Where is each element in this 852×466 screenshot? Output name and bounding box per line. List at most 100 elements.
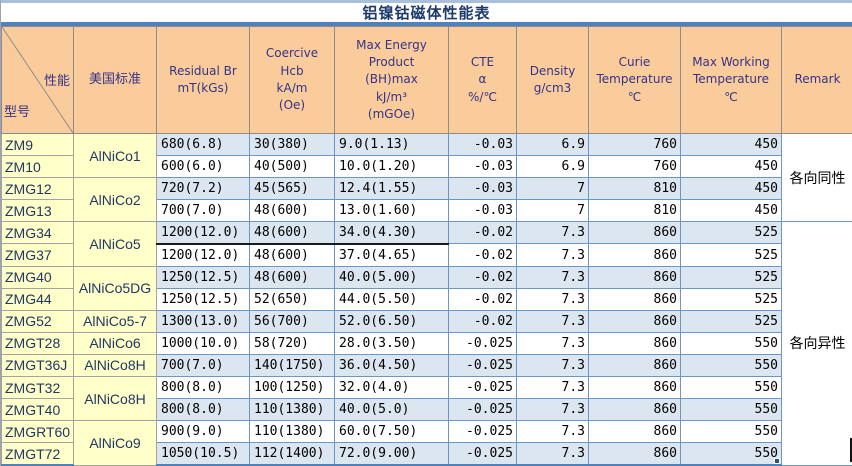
cell-coercive-hcb[interactable]: 56(700) [249,309,335,333]
cell-max-working-temp[interactable]: 525 [680,265,782,289]
cell-residual-br[interactable]: 900(9.0) [156,420,250,444]
cell-residual-br[interactable]: 1300(13.0) [156,309,250,333]
cell-residual-br[interactable]: 680(6.8) [156,132,250,157]
cell-residual-br[interactable]: 800(8.0) [156,398,250,422]
cell-max-working-temp[interactable]: 550 [680,442,782,466]
cell-model[interactable]: ZM10 [1,155,74,179]
header-curie-temperature[interactable]: Curie Temperature ℃ [588,26,681,134]
cell-model[interactable]: ZMG13 [1,199,74,223]
cell-curie-temp[interactable]: 860 [588,331,681,355]
cell-curie-temp[interactable]: 860 [588,287,681,311]
cell-curie-temp[interactable]: 860 [588,309,681,333]
cell-density[interactable]: 7.3 [516,442,589,466]
cell-cte[interactable]: -0.03 [448,132,517,157]
cell-max-working-temp[interactable]: 550 [680,398,782,422]
cell-curie-temp[interactable]: 860 [588,442,681,466]
cell-max-working-temp[interactable]: 525 [680,221,782,245]
cell-coercive-hcb[interactable]: 52(650) [249,287,335,311]
cell-cte[interactable]: -0.03 [448,177,517,201]
cell-density[interactable]: 7.3 [516,353,589,378]
cell-max-energy-product[interactable]: 13.0(1.60) [334,199,449,223]
cell-cte[interactable]: -0.02 [448,243,517,267]
cell-coercive-hcb[interactable]: 110(1380) [249,420,335,444]
cell-coercive-hcb[interactable]: 48(600) [249,221,335,245]
cell-model[interactable]: ZMGT72 [1,442,74,466]
cell-cte[interactable]: -0.02 [448,265,517,289]
cell-density[interactable]: 7.3 [516,398,589,422]
cell-remark[interactable]: 各向异性 [781,221,852,466]
cell-max-energy-product[interactable]: 32.0(4.0) [334,376,449,400]
cell-residual-br[interactable]: 1000(10.0) [156,331,250,355]
cell-cte[interactable]: -0.03 [448,199,517,223]
cell-model[interactable]: ZMG34 [1,221,74,245]
cell-max-working-temp[interactable]: 450 [680,199,782,223]
cell-density[interactable]: 7 [516,199,589,223]
cell-max-working-temp[interactable]: 525 [680,309,782,333]
cell-curie-temp[interactable]: 860 [588,243,681,267]
cell-max-working-temp[interactable]: 450 [680,155,782,179]
cell-residual-br[interactable]: 1050(10.5) [156,442,250,466]
cell-cte[interactable]: -0.02 [448,309,517,333]
cell-remark[interactable]: 各向同性 [781,132,852,223]
cell-cte[interactable]: -0.025 [448,398,517,422]
cell-model[interactable]: ZMGT28 [1,331,74,355]
cell-coercive-hcb[interactable]: 48(600) [249,243,335,267]
cell-model[interactable]: ZMG52 [1,309,74,333]
cell-density[interactable]: 7 [516,177,589,201]
cell-curie-temp[interactable]: 760 [588,155,681,179]
cell-coercive-hcb[interactable]: 48(600) [249,199,335,223]
cell-residual-br[interactable]: 720(7.2) [156,177,250,201]
cell-residual-br[interactable]: 1200(12.0) [156,221,250,245]
cell-cte[interactable]: -0.025 [448,353,517,378]
cell-max-energy-product[interactable]: 12.4(1.55) [334,177,449,201]
cell-residual-br[interactable]: 1200(12.0) [156,243,250,267]
cell-curie-temp[interactable]: 810 [588,177,681,201]
header-remark[interactable]: Remark [781,26,852,134]
cell-max-working-temp[interactable]: 550 [680,331,782,355]
header-density[interactable]: Density g/cm3 [516,26,589,134]
header-diagonal-cell[interactable]: 性能 型号 [1,26,74,134]
cell-curie-temp[interactable]: 860 [588,221,681,245]
cell-us-standard[interactable]: AlNiCo5DG [73,265,157,311]
cell-curie-temp[interactable]: 860 [588,420,681,444]
header-coercive-hcb[interactable]: Coercive Hcb kA/m (Oe) [249,26,335,134]
cell-model[interactable]: ZMG44 [1,287,74,311]
cell-model[interactable]: ZMGRT60 [1,420,74,444]
cell-max-working-temp[interactable]: 525 [680,243,782,267]
cell-us-standard[interactable]: AlNiCo8H [73,376,157,422]
cell-max-energy-product[interactable]: 9.0(1.13) [334,132,449,157]
cell-coercive-hcb[interactable]: 48(600) [249,265,335,289]
cell-model[interactable]: ZMGT36J [1,353,74,378]
header-max-working-temperature[interactable]: Max Working Temperature ℃ [680,26,782,134]
cell-us-standard[interactable]: AlNiCo8H [73,353,157,378]
cell-cte[interactable]: -0.025 [448,376,517,400]
cell-residual-br[interactable]: 600(6.0) [156,155,250,179]
cell-model[interactable]: ZMG40 [1,265,74,289]
cell-max-working-temp[interactable]: 550 [680,376,782,400]
cell-max-energy-product[interactable]: 10.0(1.20) [334,155,449,179]
cell-max-working-temp[interactable]: 550 [680,420,782,444]
cell-us-standard[interactable]: AlNiCo5-7 [73,309,157,333]
cell-us-standard[interactable]: AlNiCo1 [73,132,157,179]
cell-cte[interactable]: -0.025 [448,420,517,444]
cell-cte[interactable]: -0.03 [448,155,517,179]
selection-fill-handle[interactable] [774,458,780,464]
cell-model[interactable]: ZM9 [1,132,74,157]
cell-coercive-hcb[interactable]: 58(720) [249,331,335,355]
cell-us-standard[interactable]: AlNiCo5 [73,221,157,267]
cell-max-energy-product[interactable]: 72.0(9.00) [334,442,449,466]
cell-density[interactable]: 7.3 [516,309,589,333]
cell-model[interactable]: ZMGT32 [1,376,74,400]
header-residual-br[interactable]: Residual Br mT(kGs) [156,26,250,134]
cell-max-working-temp[interactable]: 525 [680,287,782,311]
cell-coercive-hcb[interactable]: 30(380) [249,132,335,157]
cell-coercive-hcb[interactable]: 40(500) [249,155,335,179]
cell-cte[interactable]: -0.025 [448,331,517,355]
cell-curie-temp[interactable]: 810 [588,199,681,223]
cell-max-working-temp[interactable]: 550 [680,353,782,378]
cell-coercive-hcb[interactable]: 100(1250) [249,376,335,400]
cell-coercive-hcb[interactable]: 45(565) [249,177,335,201]
cell-density[interactable]: 7.3 [516,376,589,400]
cell-density[interactable]: 6.9 [516,155,589,179]
header-cte[interactable]: CTE α %/℃ [448,26,517,134]
